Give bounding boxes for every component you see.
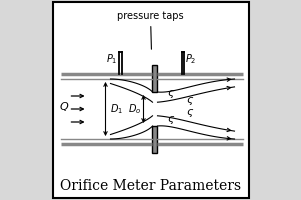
- Text: Q: Q: [59, 102, 68, 112]
- Text: $P_2$: $P_2$: [185, 52, 197, 66]
- Text: Orifice Meter Parameters: Orifice Meter Parameters: [60, 179, 241, 193]
- Text: $\varsigma$: $\varsigma$: [186, 95, 194, 107]
- Text: pressure taps: pressure taps: [117, 11, 184, 49]
- Text: $\varsigma$: $\varsigma$: [186, 107, 194, 119]
- Text: $D_o$: $D_o$: [128, 102, 141, 116]
- Text: $D_1$: $D_1$: [110, 102, 123, 116]
- Text: $P_1$: $P_1$: [106, 52, 118, 66]
- Bar: [152, 65, 157, 92]
- Text: $\varsigma$: $\varsigma$: [167, 114, 175, 126]
- Bar: [152, 126, 157, 153]
- Text: $\varsigma$: $\varsigma$: [167, 88, 175, 100]
